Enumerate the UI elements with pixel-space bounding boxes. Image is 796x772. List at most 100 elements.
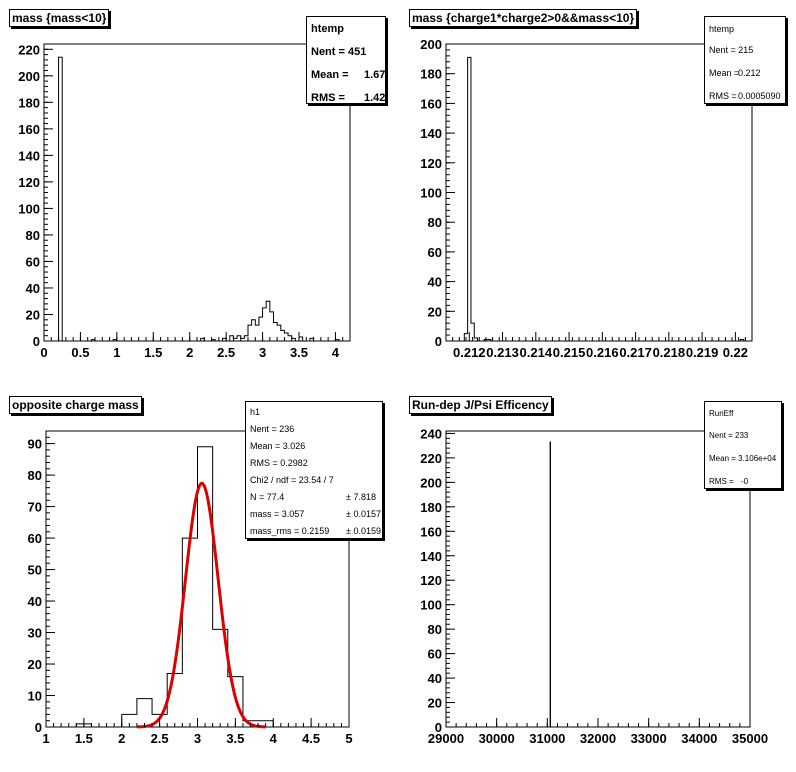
y-tick-label: 80 [28,468,42,483]
y-tick-label: 160 [18,122,40,137]
stats-label: mass = 3.057 [250,509,305,520]
chart-panel-4: 29000 30000 31000 32000 33000 34000 35000 0 20 40… [420,426,768,746]
y-tick-label: 240 [420,426,442,441]
stats-title: RunEff [709,409,734,419]
y-tick-label: 30 [28,626,42,641]
chart-title: mass {mass<10} [9,9,110,27]
stats-row: mass = 3.057 ± 0.0157 [250,509,381,522]
stats-row: Nent = 451 [311,46,383,61]
stats-row: N = 77.4 ± 7.818 [250,492,380,505]
y-tick-label: 10 [28,689,42,704]
x-tick-label: 35000 [732,731,768,746]
plot-frame [445,430,751,728]
y-tick-label: 70 [28,500,42,515]
x-tick-label: 0.22 [723,345,748,360]
x-tick-label: 34000 [681,731,717,746]
stats-title: htemp [709,23,735,34]
x-tick-label: 0.212 [453,345,486,360]
stats-label: Nent = 451 [311,45,367,58]
y-tick-label: 0 [435,720,442,735]
y-tick-label: 160 [420,96,442,111]
y-tick-label: 0 [435,334,442,349]
stats-label: Nent = 233 [709,430,749,440]
stats-label: Nent = 215 [709,45,754,56]
stats-label: Mean = 3.106e+04 [709,453,777,463]
stats-label: Nent = 236 [250,424,295,435]
y-tick-label: 20 [428,696,442,711]
stats-value: 0.212 [738,68,761,79]
stats-title: h1 [250,407,261,418]
stats-label: RMS = 0.2982 [250,458,308,469]
y-tick-label: 120 [18,175,40,190]
y-tick-label: 140 [18,148,40,163]
y-tick-label: 200 [420,475,442,490]
stats-box: htemp Nent = 451 Mean = 1.675 RMS = 1.42 [306,16,386,104]
x-tick-label: 5 [345,731,352,746]
stats-row: Mean = 3.026 [250,441,380,454]
y-tick-label: 60 [26,254,40,269]
stats-row: RMS = 0.2982 [250,458,380,471]
stats-box: htemp Nent = 215 Mean = 0.212 RMS = 0.0005090 [704,16,786,104]
y-tick-label: 20 [428,304,442,319]
plot-frame [445,43,753,342]
x-tick-label: 31000 [529,731,565,746]
stats-row: Mean = 1.675 [311,68,386,84]
y-tick-label: 180 [18,95,40,110]
x-tick-label: 0.213 [486,345,519,360]
stats-row: RMS = -0 [709,476,779,488]
x-tick-label: 3 [259,345,266,360]
y-tick-label: 140 [420,126,442,141]
x-tick-label: 1 [113,345,120,360]
x-tick-label: 1.5 [144,345,162,360]
stats-label: Mean = 3.026 [250,441,306,452]
y-tick-label: 220 [18,42,40,57]
histogram-outline [58,56,340,341]
y-tick-label: 100 [18,201,40,216]
x-tick-label: 0.214 [520,345,553,360]
x-tick-label: 2.5 [217,345,235,360]
stats-row: Mean = 3.106e+04 [709,454,779,466]
stats-row: Nent = 233 [709,431,779,443]
y-tick-label: 40 [428,275,442,290]
stats-row: RMS = 0.0005090 [709,91,783,103]
x-tick-label: 0.217 [619,345,652,360]
x-tick-label: 32000 [580,731,616,746]
stats-title: htemp [311,23,344,36]
y-tick-label: 40 [28,594,42,609]
x-tick-label: 1.5 [75,731,93,746]
chart-panel-2: 0.212 0.213 0.214 0.215 0.216 0.217 0.218 0.219… [420,37,753,360]
x-tick-label: 1 [42,731,49,746]
stats-row: mass_rms = 0.2159 ± 0.0159 [250,526,381,538]
y-tick-label: 40 [428,671,442,686]
chart-panel-1: 0 0.5 1 1.5 2 2.5 3 3.5 402040608010012014016018… [18,42,351,360]
stats-label: RMS = [709,91,737,102]
stats-value: ± 0.0157 [346,509,381,520]
y-tick-label: 60 [428,245,442,260]
chart-title: opposite charge mass [9,396,142,414]
x-tick-label: 3 [194,731,201,746]
stats-row: Chi2 / ndf = 23.54 / 7 [250,475,380,488]
gaussian-fit-curve [136,481,266,729]
stats-box: RunEff Nent = 233 Mean = 3.106e+04 RMS = -0 [704,401,782,489]
x-tick-label: 33000 [631,731,667,746]
y-tick-label: 60 [28,531,42,546]
y-tick-label: 180 [420,500,442,515]
x-tick-label: 2.5 [151,731,169,746]
y-tick-label: 100 [420,598,442,613]
histogram-outline [463,56,745,341]
stats-value: 1.675 [364,68,386,81]
x-tick-label: 0.219 [686,345,719,360]
stats-value: 1.42 [364,91,386,104]
x-tick-label: 2 [118,731,125,746]
y-tick-label: 200 [420,37,442,52]
y-tick-label: 50 [28,563,42,578]
x-tick-label: 3.5 [226,731,244,746]
x-tick-label: 0.218 [653,345,686,360]
stats-value: -0 [741,476,749,486]
stats-label: N = 77.4 [250,492,285,503]
y-tick-label: 120 [420,573,442,588]
y-tick-label: 80 [26,228,40,243]
y-tick-label: 90 [28,437,42,452]
stats-label: Chi2 / ndf = 23.54 / 7 [250,475,334,486]
stats-row: RMS = 1.42 [311,91,386,104]
